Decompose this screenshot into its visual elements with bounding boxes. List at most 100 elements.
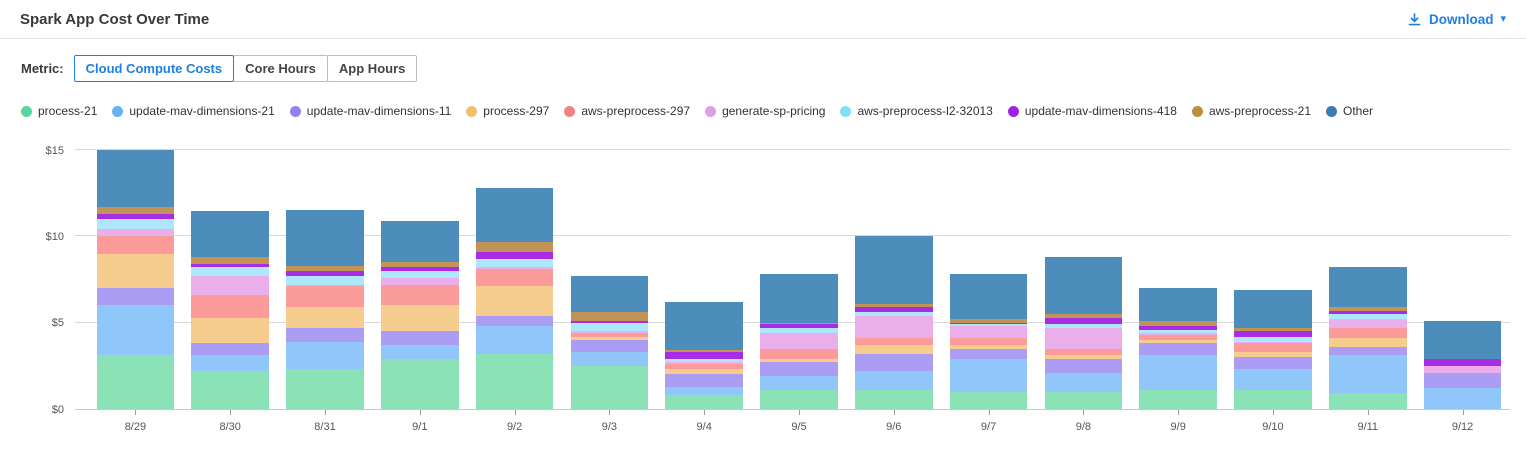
bar-segment-generate-sp-pricing[interactable] [1328,319,1407,328]
stacked-bar-9/6[interactable] [854,150,933,409]
bar-segment-update-mav-dimensions-21[interactable] [1234,369,1312,391]
bar-segment-process-21[interactable] [665,395,744,409]
bar-segment-process-21[interactable] [949,391,1028,409]
bar-segment-generate-sp-pricing[interactable] [1234,341,1312,344]
stacked-bar-8/30[interactable] [191,150,270,409]
bar-segment-generate-sp-pricing[interactable] [570,331,649,334]
bar-segment-process-21[interactable] [760,390,838,409]
bar-segment-process-297[interactable] [380,305,459,332]
bar-segment-process-21[interactable] [1044,391,1123,409]
bar-segment-update-mav-dimensions-418[interactable] [1139,326,1218,330]
bar-segment-update-mav-dimensions-11[interactable] [286,327,364,342]
metric-button-app-hours[interactable]: App Hours [326,55,418,82]
bar-segment-generate-sp-pricing[interactable] [380,277,459,285]
bar-segment-aws-preprocess-297[interactable] [665,364,744,370]
bar-segment-update-mav-dimensions-418[interactable] [1328,310,1407,315]
bar-segment-update-mav-dimensions-418[interactable] [570,320,649,323]
bar-segment-Other[interactable] [1139,288,1218,321]
bar-segment-update-mav-dimensions-21[interactable] [570,352,649,366]
bar-segment-generate-sp-pricing[interactable] [1139,333,1218,335]
stacked-bar-9/8[interactable] [1044,150,1123,409]
stacked-bar-9/4[interactable] [665,150,744,409]
bar-segment-update-mav-dimensions-11[interactable] [1328,346,1407,356]
bar-segment-update-mav-dimensions-11[interactable] [1044,358,1123,373]
legend-item-aws-preprocess-l2-32013[interactable]: aws-preprocess-l2-32013 [840,104,993,118]
legend-item-update-mav-dimensions-21[interactable]: update-mav-dimensions-21 [112,104,275,118]
bar-segment-process-21[interactable] [1234,390,1312,409]
bar-segment-aws-preprocess-21[interactable] [1044,314,1123,318]
bar-segment-process-297[interactable] [854,345,933,354]
bar-segment-update-mav-dimensions-21[interactable] [854,371,933,391]
bar-segment-generate-sp-pricing[interactable] [475,267,554,270]
bar-segment-aws-preprocess-21[interactable] [1139,320,1218,327]
bar-segment-aws-preprocess-l2-32013[interactable] [475,258,554,268]
bar-segment-aws-preprocess-l2-32013[interactable] [760,327,838,334]
legend-item-generate-sp-pricing[interactable]: generate-sp-pricing [705,104,825,118]
bar-segment-aws-preprocess-297[interactable] [760,348,838,359]
bar-segment-update-mav-dimensions-418[interactable] [665,352,744,359]
bar-segment-Other[interactable] [191,210,270,258]
metric-button-cloud-compute-costs[interactable]: Cloud Compute Costs [73,55,235,82]
stacked-bar-9/7[interactable] [949,150,1028,409]
stacked-bar-9/1[interactable] [380,150,459,409]
bar-segment-update-mav-dimensions-21[interactable] [1423,388,1502,409]
bar-segment-Other[interactable] [570,276,649,313]
bar-segment-update-mav-dimensions-418[interactable] [1423,358,1502,366]
bar-segment-update-mav-dimensions-21[interactable] [191,355,270,372]
bar-segment-aws-preprocess-297[interactable] [286,286,364,308]
bar-segment-aws-preprocess-l2-32013[interactable] [570,322,649,332]
bar-segment-aws-preprocess-297[interactable] [570,333,649,337]
bar-segment-process-297[interactable] [1044,355,1123,359]
bar-segment-aws-preprocess-297[interactable] [1328,327,1407,339]
bar-segment-update-mav-dimensions-11[interactable] [191,343,270,356]
bar-segment-aws-preprocess-297[interactable] [96,236,175,254]
bar-segment-Other[interactable] [854,236,933,304]
bar-segment-update-mav-dimensions-11[interactable] [1234,357,1312,370]
bar-segment-Other[interactable] [949,274,1028,320]
bar-segment-process-297[interactable] [1234,352,1312,358]
bar-segment-aws-preprocess-21[interactable] [286,265,364,271]
bar-segment-process-21[interactable] [286,369,364,409]
bar-segment-process-297[interactable] [96,253,175,289]
bar-segment-Other[interactable] [760,274,838,323]
bar-segment-aws-preprocess-21[interactable] [475,241,554,252]
bar-segment-Other[interactable] [286,210,364,266]
bar-segment-process-21[interactable] [96,355,175,409]
bar-segment-process-21[interactable] [1139,390,1218,409]
bar-segment-aws-preprocess-21[interactable] [1328,307,1407,311]
bar-segment-aws-preprocess-l2-32013[interactable] [1044,324,1123,328]
bar-segment-aws-preprocess-l2-32013[interactable] [1328,314,1407,320]
bar-segment-update-mav-dimensions-21[interactable] [380,345,459,359]
bar-segment-aws-preprocess-21[interactable] [96,207,175,214]
bar-segment-process-297[interactable] [760,358,838,363]
stacked-bar-9/2[interactable] [475,150,554,409]
bar-segment-process-21[interactable] [475,353,554,409]
stacked-bar-9/11[interactable] [1328,150,1407,409]
bar-segment-update-mav-dimensions-418[interactable] [1044,317,1123,325]
legend-item-process-21[interactable]: process-21 [21,104,97,118]
bar-segment-Other[interactable] [1044,257,1123,315]
bar-segment-generate-sp-pricing[interactable] [760,333,838,349]
bar-segment-Other[interactable] [1234,289,1312,328]
bar-segment-process-297[interactable] [665,369,744,375]
bar-segment-update-mav-dimensions-21[interactable] [96,305,175,356]
bar-segment-aws-preprocess-l2-32013[interactable] [1139,329,1218,334]
stacked-bar-9/9[interactable] [1139,150,1218,409]
bar-segment-update-mav-dimensions-11[interactable] [854,353,933,372]
bar-segment-aws-preprocess-l2-32013[interactable] [380,270,459,278]
bar-segment-process-21[interactable] [191,371,270,409]
bar-segment-update-mav-dimensions-418[interactable] [1234,331,1312,337]
bar-segment-aws-preprocess-l2-32013[interactable] [854,312,933,316]
legend-item-update-mav-dimensions-418[interactable]: update-mav-dimensions-418 [1007,104,1177,118]
bar-segment-Other[interactable] [1328,267,1407,308]
bar-segment-process-297[interactable] [475,286,554,316]
bar-segment-generate-sp-pricing[interactable] [665,362,744,365]
bar-segment-Other[interactable] [1423,320,1502,359]
bar-segment-process-21[interactable] [854,390,933,409]
bar-segment-generate-sp-pricing[interactable] [1423,365,1502,373]
stacked-bar-9/12[interactable] [1423,150,1502,409]
bar-segment-aws-preprocess-l2-32013[interactable] [1234,336,1312,342]
bar-segment-process-297[interactable] [949,345,1028,349]
bar-segment-generate-sp-pricing[interactable] [1044,327,1123,349]
bar-segment-aws-preprocess-21[interactable] [665,350,744,353]
